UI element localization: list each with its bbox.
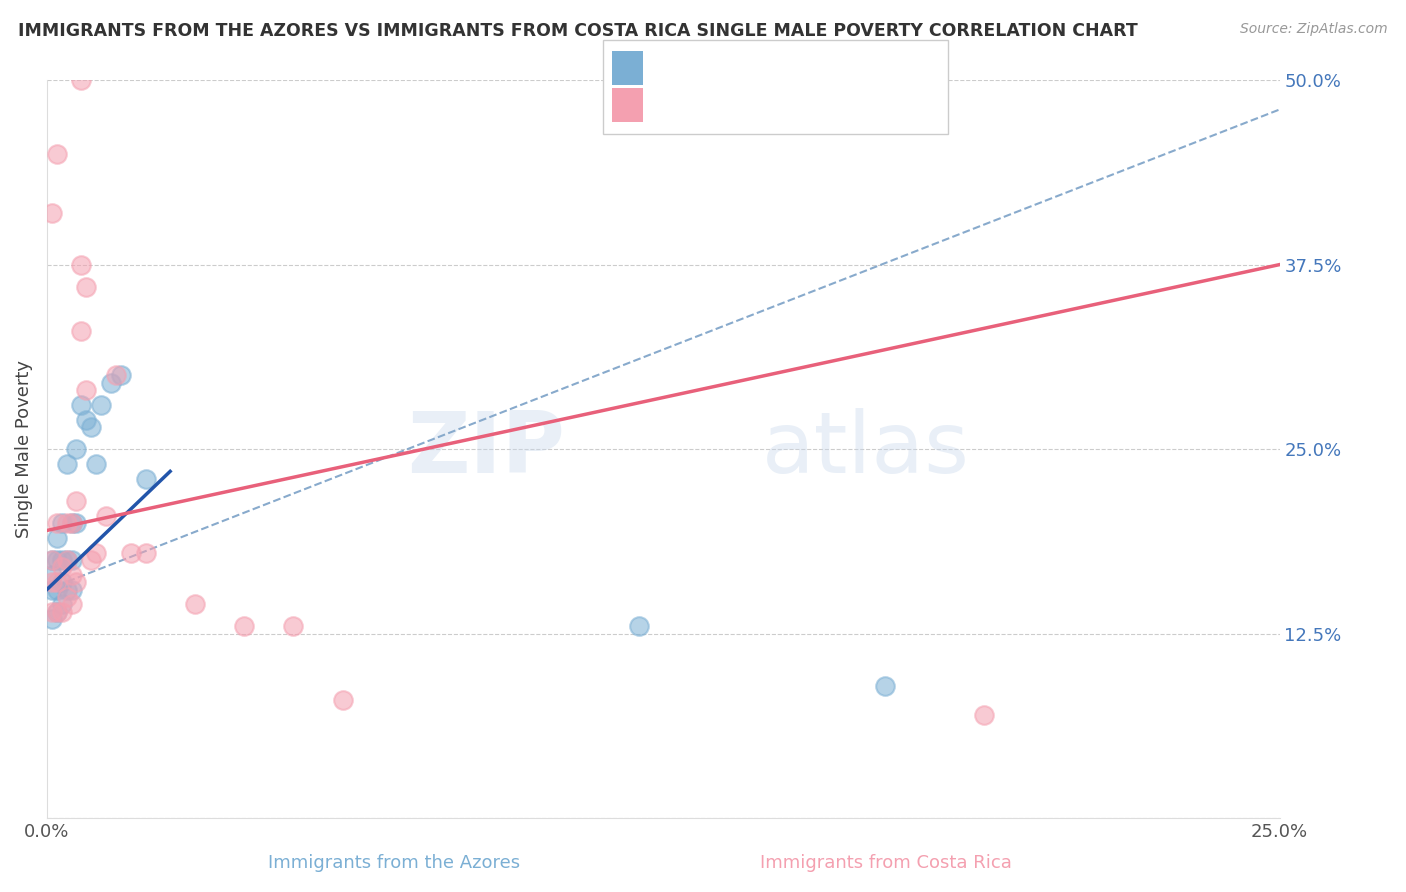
Point [100,376,122,390]
Point [41,575,63,590]
Point [55,590,77,604]
Point [90,398,112,412]
Point [60,597,83,611]
Point [45,146,67,161]
Text: R = 0.275   N = 30: R = 0.275 N = 30 [657,58,856,78]
Point [84,457,107,471]
Point [41,612,63,626]
Point [45,575,67,590]
Point [104,368,127,383]
Point [65,494,87,508]
Point [55,553,77,567]
Point [80,553,103,567]
Text: ZIP: ZIP [406,408,565,491]
Point [65,442,87,457]
Point [45,605,67,619]
Text: atlas: atlas [762,408,970,491]
Point [45,516,67,530]
Point [75,412,97,426]
Point [65,575,87,590]
Point [110,368,132,383]
Point [41,567,63,582]
Point [875,679,897,693]
Point [55,516,77,530]
Point [51,553,73,567]
Point [84,546,107,560]
Point [41,553,63,567]
Point [94,508,117,523]
Point [973,708,995,723]
Point [41,582,63,597]
Point [70,73,93,87]
Point [55,582,77,597]
Point [65,516,87,530]
Point [70,324,93,338]
Point [55,553,77,567]
Point [51,597,73,611]
Point [75,383,97,397]
Point [45,582,67,597]
Text: IMMIGRANTS FROM THE AZORES VS IMMIGRANTS FROM COSTA RICA SINGLE MALE POVERTY COR: IMMIGRANTS FROM THE AZORES VS IMMIGRANTS… [18,22,1137,40]
Point [51,605,73,619]
Text: Immigrants from Costa Rica: Immigrants from Costa Rica [759,855,1012,872]
Point [41,605,63,619]
Point [332,693,354,707]
Point [80,420,103,434]
Point [627,619,650,633]
Point [60,516,83,530]
Point [70,258,93,272]
Point [45,605,67,619]
Point [51,516,73,530]
Y-axis label: Single Male Poverty: Single Male Poverty [15,360,32,538]
Point [60,516,83,530]
Point [60,567,83,582]
Point [60,582,83,597]
Point [51,560,73,574]
Point [134,546,156,560]
Point [41,206,63,220]
Point [41,553,63,567]
Text: Immigrants from the Azores: Immigrants from the Azores [267,855,520,872]
Point [45,553,67,567]
Point [70,398,93,412]
Text: R = 0.190   N = 34: R = 0.190 N = 34 [657,95,856,115]
Point [51,575,73,590]
Point [75,279,97,293]
Point [45,531,67,545]
Point [233,619,256,633]
Point [134,472,156,486]
Point [55,457,77,471]
Point [60,553,83,567]
Point [283,619,305,633]
Point [184,597,207,611]
Text: Source: ZipAtlas.com: Source: ZipAtlas.com [1240,22,1388,37]
Point [120,546,142,560]
